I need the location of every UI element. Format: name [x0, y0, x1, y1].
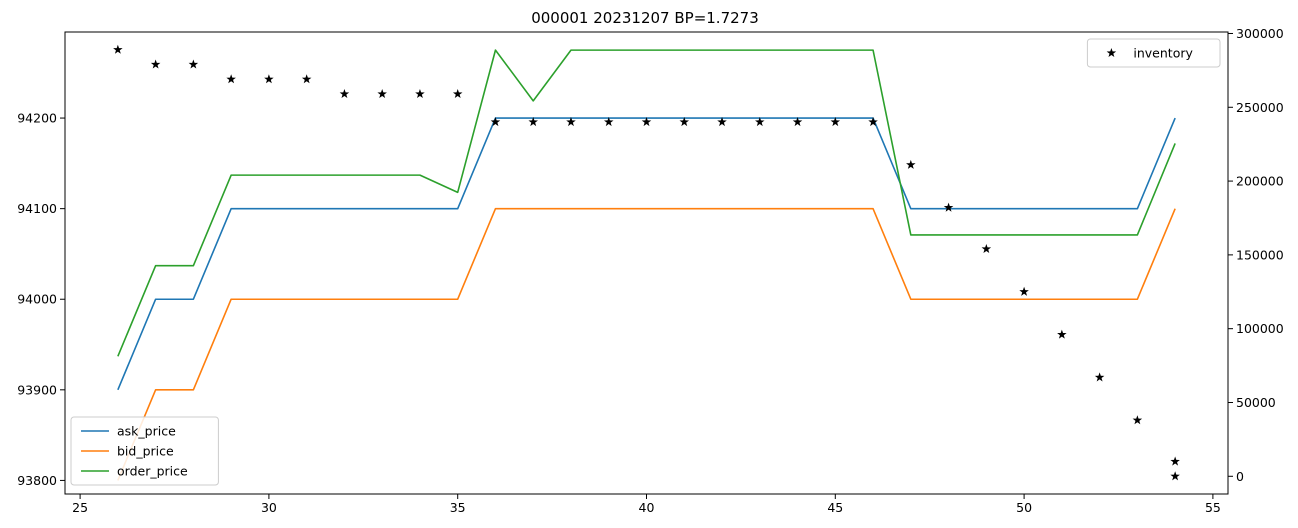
x-tick-label: 30 [261, 500, 277, 515]
y2-tick-label: 300000 [1236, 26, 1284, 41]
point-inventory [566, 117, 576, 127]
axes-layer: 25 30 35 40 45 50 55 93800 93900 94000 94100 94200 0… [17, 26, 1284, 515]
legend-lower-left: ask_price bid_price order_price [70, 416, 219, 486]
legend-label-order-price: order_price [117, 464, 188, 479]
series-layer [113, 44, 1180, 481]
y2-tick-label: 100000 [1236, 321, 1284, 336]
point-inventory [981, 243, 992, 254]
x-tick-label: 35 [450, 500, 466, 515]
point-inventory [301, 74, 312, 84]
point-inventory [452, 88, 463, 99]
point-inventory [1170, 456, 1180, 466]
point-inventory [226, 74, 236, 84]
point-inventory [415, 88, 425, 99]
legend-swatch-inventory [1106, 48, 1117, 58]
point-inventory [377, 88, 387, 99]
point-inventory [490, 117, 501, 127]
point-inventory [943, 202, 954, 212]
point-inventory [150, 59, 161, 69]
legend-label-ask-price: ask_price [117, 424, 176, 439]
legend-upper-right: inventory [1086, 38, 1221, 68]
y-tick-label: 94100 [17, 201, 57, 216]
point-inventory [755, 117, 765, 127]
legend-label-inventory: inventory [1133, 46, 1193, 61]
y-tick-label: 93900 [17, 382, 57, 397]
point-inventory [792, 117, 803, 127]
point-inventory [1132, 415, 1143, 425]
y2-tick-label: 50000 [1236, 395, 1276, 410]
x-tick-label: 50 [1016, 500, 1032, 515]
point-inventory [339, 88, 350, 99]
point-inventory [1019, 286, 1029, 296]
chart-title: 000001 20231207 BP=1.7273 [531, 9, 759, 27]
series-line-ask-price [117, 117, 1176, 391]
y2-tick-label: 250000 [1236, 100, 1284, 115]
y2-tick-label: 150000 [1236, 247, 1284, 262]
y2-tick-label: 0 [1236, 469, 1244, 484]
plot-area [113, 44, 1180, 481]
point-inventory [264, 74, 274, 84]
x-tick-label: 55 [1205, 500, 1221, 515]
series-line-order-price [117, 49, 1176, 357]
point-inventory [188, 59, 199, 69]
point-inventory [717, 117, 727, 127]
point-inventory [528, 117, 538, 127]
point-inventory [830, 117, 841, 127]
legend-label-bid-price: bid_price [117, 444, 174, 459]
y2-tick-label: 200000 [1236, 174, 1284, 189]
legend-box [1086, 38, 1221, 68]
legend-layer: inventory ask_price bid_price order_price [70, 38, 1221, 486]
y-tick-label: 94000 [17, 292, 57, 307]
axes-frame [64, 31, 1229, 495]
x-tick-label: 40 [639, 500, 655, 515]
legend-box [70, 416, 219, 486]
point-inventory [113, 44, 123, 54]
point-inventory [641, 117, 652, 127]
y-tick-label: 94200 [17, 111, 57, 126]
series-line-bid-price [117, 207, 1176, 481]
point-inventory [603, 117, 614, 127]
point-inventory [1170, 471, 1180, 481]
point-inventory [1094, 372, 1105, 382]
x-tick-label: 25 [72, 500, 88, 515]
point-inventory [906, 159, 916, 169]
y-tick-label: 93800 [17, 473, 57, 488]
point-inventory [679, 117, 690, 127]
point-inventory [868, 117, 878, 127]
point-inventory [1057, 329, 1067, 339]
x-tick-label: 45 [827, 500, 843, 515]
